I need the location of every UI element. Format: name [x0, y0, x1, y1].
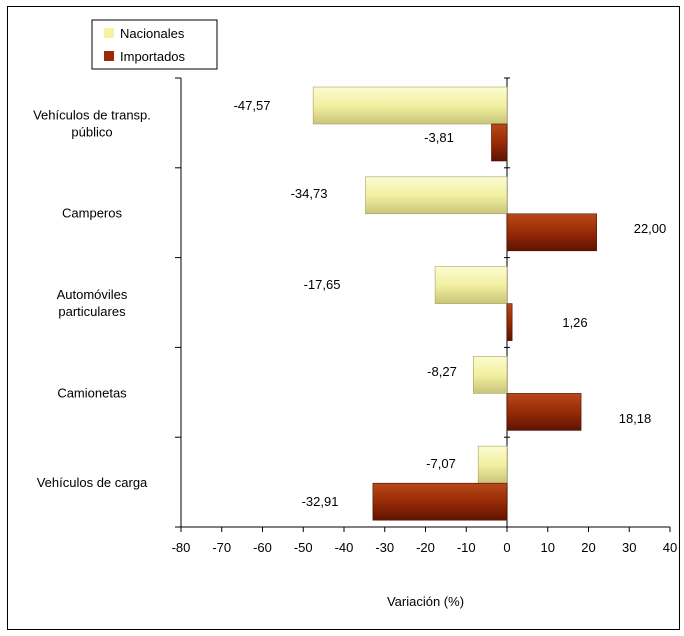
data-label: -47,57 — [234, 98, 271, 113]
x-tick-label: 20 — [581, 540, 595, 555]
data-label: 18,18 — [619, 411, 652, 426]
bar-importados — [506, 303, 513, 341]
bar-importados — [491, 123, 508, 162]
x-tick-label: -80 — [172, 540, 191, 555]
x-tick-label: -20 — [416, 540, 435, 555]
data-label: 1,26 — [562, 315, 587, 330]
bar-nacionales — [434, 266, 508, 304]
category-label: particulares — [58, 304, 126, 319]
category-label: Camperos — [62, 206, 122, 221]
x-tick-label: 10 — [541, 540, 555, 555]
data-label: -34,73 — [291, 186, 328, 201]
legend-label: Nacionales — [120, 26, 185, 41]
bar-importados — [506, 393, 582, 431]
data-label: -8,27 — [427, 364, 457, 379]
bar-nacionales — [365, 176, 508, 215]
x-tick-label: 40 — [663, 540, 677, 555]
x-tick-label: -40 — [335, 540, 354, 555]
x-tick-label: -30 — [375, 540, 394, 555]
x-tick-label: -10 — [457, 540, 476, 555]
data-label: -3,81 — [424, 130, 454, 145]
bar-importados — [506, 213, 597, 252]
data-label: -7,07 — [426, 456, 456, 471]
bar-nacionales — [472, 356, 508, 394]
bar-importados — [372, 482, 508, 521]
data-label: -32,91 — [302, 494, 339, 509]
data-label: -17,65 — [304, 277, 341, 292]
bar-nacionales — [312, 86, 508, 125]
x-tick-label: 30 — [622, 540, 636, 555]
category-label: Camionetas — [57, 385, 127, 400]
x-tick-label: 0 — [503, 540, 510, 555]
x-tick-label: -50 — [294, 540, 313, 555]
bar-nacionales — [477, 445, 508, 484]
legend-label: Importados — [120, 49, 186, 64]
x-tick-label: -70 — [212, 540, 231, 555]
x-axis-title: Variación (%) — [387, 594, 464, 609]
data-label: 22,00 — [634, 221, 667, 236]
legend-swatch-importados — [104, 51, 114, 61]
category-label: público — [71, 124, 112, 139]
category-label: Vehículos de transp. — [33, 107, 151, 122]
x-tick-label: -60 — [253, 540, 272, 555]
category-label: Automóviles — [57, 287, 128, 302]
legend-swatch-nacionales — [104, 28, 114, 38]
category-label: Vehículos de carga — [37, 475, 148, 490]
